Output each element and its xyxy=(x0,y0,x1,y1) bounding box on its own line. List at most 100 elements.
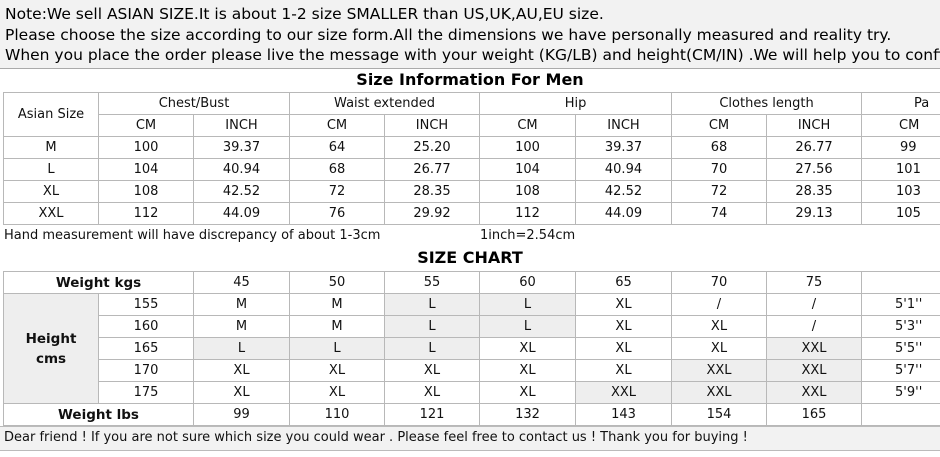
table-cell: 64 xyxy=(289,136,385,159)
size-cell: L xyxy=(384,293,480,316)
men-size-table: Asian Size Chest/Bust Waist extended Hip… xyxy=(3,92,940,225)
chart-row: 165 L L L XL XL XL XXL 5'5'' xyxy=(4,337,940,360)
group-header-waist: Waist extended xyxy=(289,92,480,115)
table-cell: 72 xyxy=(671,180,768,203)
group-header-pants: Pa xyxy=(861,92,940,115)
table-cell: 99 xyxy=(861,136,940,159)
table-cell: 70 xyxy=(671,158,768,181)
table-cell: 108 xyxy=(98,180,194,203)
table-cell: 44.09 xyxy=(193,202,290,225)
table-cell: 104 xyxy=(479,158,576,181)
weight-lb-value: 121 xyxy=(384,403,480,426)
height-ft-value: 5'3'' xyxy=(861,315,940,338)
note-line-3: When you place the order please live the… xyxy=(5,46,940,64)
chart-row: Height cms 155 M M L L XL / / 5'1'' xyxy=(3,293,940,404)
height-ft-value: 5'1'' xyxy=(861,293,940,316)
weight-kg-value: 75 xyxy=(766,271,862,294)
height-cm-value: 165 xyxy=(98,337,194,360)
weight-lb-value: 110 xyxy=(289,403,385,426)
size-cell: XL xyxy=(193,381,290,404)
height-ft-value: 5'5'' xyxy=(861,337,940,360)
size-label: L xyxy=(3,158,99,181)
unit-header: CM xyxy=(479,114,576,137)
height-cms-label: Height cms xyxy=(3,293,99,404)
table-cell: 29.13 xyxy=(766,202,863,225)
table-cell: 100 xyxy=(479,136,576,159)
size-cell: XXL xyxy=(671,359,767,382)
asian-size-header: Asian Size xyxy=(3,92,99,137)
table-cell: 39.37 xyxy=(193,136,290,159)
table-cell: 40.94 xyxy=(574,158,673,181)
weight-kg-value: 45 xyxy=(193,271,290,294)
table-row: M 100 39.37 64 25.20 100 39.37 68 26.77 … xyxy=(3,136,940,159)
footer-banner: Dear friend ! If you are not sure which … xyxy=(0,426,940,451)
table-cell: 112 xyxy=(479,202,576,225)
table-row: XXL 112 44.09 76 29.92 112 44.09 74 29.1… xyxy=(3,202,940,225)
unit-header: CM xyxy=(861,114,940,137)
chart-row: 160 M M L L XL XL / 5'3'' xyxy=(4,315,940,338)
weight-kgs-label: Weight kgs xyxy=(3,271,194,294)
size-cell: XL xyxy=(575,293,672,316)
size-cell: / xyxy=(671,293,767,316)
size-cell: XL xyxy=(479,359,576,382)
size-cell: XL xyxy=(479,381,576,404)
weight-kg-value: 65 xyxy=(575,271,672,294)
table-cell: 26.77 xyxy=(766,136,863,159)
note-line-2: Please choose the size according to our … xyxy=(5,26,892,44)
weight-kg-value: 60 xyxy=(479,271,576,294)
men-table-title: Size Information For Men xyxy=(356,70,584,89)
height-ft-value: 5'9'' xyxy=(861,381,940,404)
table-cell: 68 xyxy=(289,158,385,181)
table-cell: 100 xyxy=(98,136,194,159)
weight-lb-value: 132 xyxy=(479,403,576,426)
table-cell: 112 xyxy=(98,202,194,225)
size-cell: XXL xyxy=(766,359,862,382)
table-cell: 40.94 xyxy=(193,158,290,181)
size-cell: M xyxy=(193,293,290,316)
group-header-chest: Chest/Bust xyxy=(98,92,290,115)
size-cell: XL xyxy=(384,359,480,382)
height-cm-value: 160 xyxy=(98,315,194,338)
chart-row: 170 XL XL XL XL XL XXL XXL 5'7'' xyxy=(4,359,940,382)
size-cell: XXL xyxy=(575,381,672,404)
note-line-1: Note:We sell ASIAN SIZE.It is about 1-2 … xyxy=(5,5,604,23)
size-cell: XL xyxy=(193,359,290,382)
empty-cell xyxy=(861,403,940,426)
table-cell: 76 xyxy=(289,202,385,225)
table-cell: 108 xyxy=(479,180,576,203)
table-cell: 101 xyxy=(861,158,940,181)
size-cell: XL xyxy=(575,315,672,338)
size-cell: XL xyxy=(384,381,480,404)
unit-header: CM xyxy=(98,114,194,137)
table-cell: 39.37 xyxy=(574,136,673,159)
size-cell: XXL xyxy=(766,381,862,404)
table-cell: 103 xyxy=(861,180,940,203)
size-cell: / xyxy=(766,315,862,338)
height-cm-value: 175 xyxy=(98,381,194,404)
table-row: XL 108 42.52 72 28.35 108 42.52 72 28.35… xyxy=(3,180,940,203)
unit-header: INCH xyxy=(384,114,480,137)
size-cell: XXL xyxy=(671,381,767,404)
size-cell: L xyxy=(479,315,576,338)
size-cell: XL xyxy=(479,337,576,360)
table-cell: 44.09 xyxy=(574,202,673,225)
table-cell: 42.52 xyxy=(193,180,290,203)
table-cell: 68 xyxy=(671,136,768,159)
unit-header: CM xyxy=(289,114,385,137)
size-cell: XL xyxy=(671,315,767,338)
table-cell: 28.35 xyxy=(384,180,480,203)
weight-kg-value: 50 xyxy=(289,271,385,294)
size-cell: XXL xyxy=(766,337,862,360)
unit-header: INCH xyxy=(574,114,673,137)
size-cell: XL xyxy=(289,359,385,382)
size-chart-title: SIZE CHART xyxy=(417,248,523,267)
table-cell: 104 xyxy=(98,158,194,181)
size-cell: L xyxy=(289,337,385,360)
size-cell: XL xyxy=(575,359,672,382)
table-cell: 42.52 xyxy=(574,180,673,203)
size-cell: M xyxy=(289,293,385,316)
size-cell: M xyxy=(193,315,290,338)
size-cell: XL xyxy=(671,337,767,360)
size-chart-table: Weight kgs 45 50 55 60 65 70 75 Height c… xyxy=(3,271,940,426)
table-cell: 105 xyxy=(861,202,940,225)
